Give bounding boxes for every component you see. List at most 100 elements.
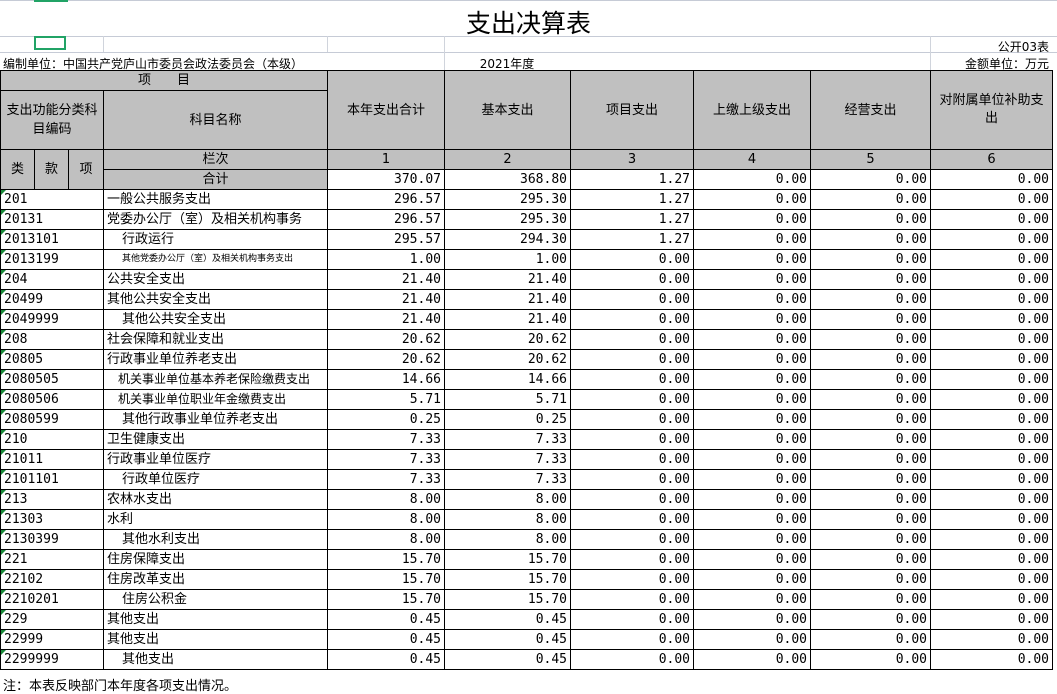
amount-cell[interactable]: 295.30 <box>444 189 571 210</box>
subject-code[interactable]: 20805 <box>0 349 104 370</box>
amount-cell[interactable]: 0.00 <box>570 489 694 510</box>
amount-cell[interactable]: 15.70 <box>327 589 445 610</box>
subject-name[interactable]: 机关事业单位基本养老保险缴费支出 <box>103 369 328 390</box>
amount-cell[interactable]: 0.00 <box>693 549 811 570</box>
amount-cell[interactable]: 0.00 <box>930 649 1053 670</box>
subject-name[interactable]: 农林水支出 <box>103 489 328 510</box>
amount-cell[interactable]: 0.00 <box>930 509 1053 530</box>
subject-name[interactable]: 其他公共安全支出 <box>103 289 328 310</box>
subject-code[interactable]: 21303 <box>0 509 104 530</box>
amount-cell[interactable]: 0.00 <box>693 309 811 330</box>
amount-cell[interactable]: 0.00 <box>810 609 931 630</box>
subject-code[interactable]: 221 <box>0 549 104 570</box>
amount-cell[interactable]: 0.00 <box>810 429 931 450</box>
amount-cell[interactable]: 0.00 <box>810 209 931 230</box>
amount-cell[interactable]: 7.33 <box>444 469 571 490</box>
total-value[interactable]: 1.27 <box>570 169 694 190</box>
total-value[interactable]: 370.07 <box>327 169 445 190</box>
subject-code[interactable]: 2080506 <box>0 389 104 410</box>
amount-cell[interactable]: 0.25 <box>444 409 571 430</box>
amount-cell[interactable]: 14.66 <box>327 369 445 390</box>
amount-cell[interactable]: 0.00 <box>693 469 811 490</box>
amount-cell[interactable]: 0.00 <box>930 429 1053 450</box>
total-value[interactable]: 0.00 <box>693 169 811 190</box>
amount-cell[interactable]: 0.00 <box>693 609 811 630</box>
amount-cell[interactable]: 0.00 <box>810 309 931 330</box>
amount-cell[interactable]: 0.00 <box>693 289 811 310</box>
amount-cell[interactable]: 0.00 <box>693 189 811 210</box>
subject-code[interactable]: 204 <box>0 269 104 290</box>
amount-cell[interactable]: 0.00 <box>570 329 694 350</box>
amount-cell[interactable]: 0.00 <box>693 509 811 530</box>
amount-cell[interactable]: 0.00 <box>810 629 931 650</box>
subject-code[interactable]: 22999 <box>0 629 104 650</box>
subject-name[interactable]: 社会保障和就业支出 <box>103 329 328 350</box>
amount-cell[interactable]: 0.00 <box>810 529 931 550</box>
amount-cell[interactable]: 15.70 <box>444 589 571 610</box>
amount-cell[interactable]: 21.40 <box>327 289 445 310</box>
amount-cell[interactable]: 0.00 <box>810 449 931 470</box>
amount-cell[interactable]: 21.40 <box>327 309 445 330</box>
amount-cell[interactable]: 0.00 <box>570 409 694 430</box>
amount-cell[interactable]: 7.33 <box>444 449 571 470</box>
subject-name[interactable]: 行政事业单位医疗 <box>103 449 328 470</box>
amount-cell[interactable]: 0.00 <box>810 509 931 530</box>
amount-cell[interactable]: 0.00 <box>930 349 1053 370</box>
subject-name[interactable]: 水利 <box>103 509 328 530</box>
amount-cell[interactable]: 0.00 <box>693 449 811 470</box>
subject-code[interactable]: 229 <box>0 609 104 630</box>
amount-cell[interactable]: 15.70 <box>327 569 445 590</box>
subject-name[interactable]: 公共安全支出 <box>103 269 328 290</box>
subject-code[interactable]: 2080505 <box>0 369 104 390</box>
amount-cell[interactable]: 0.00 <box>810 249 931 270</box>
amount-cell[interactable]: 0.00 <box>810 569 931 590</box>
amount-cell[interactable]: 0.00 <box>930 449 1053 470</box>
subject-code[interactable]: 21011 <box>0 449 104 470</box>
amount-cell[interactable]: 8.00 <box>444 489 571 510</box>
amount-cell[interactable]: 0.00 <box>693 269 811 290</box>
subject-name[interactable]: 机关事业单位职业年金缴费支出 <box>103 389 328 410</box>
amount-cell[interactable]: 0.00 <box>810 349 931 370</box>
subject-code[interactable]: 20499 <box>0 289 104 310</box>
amount-cell[interactable]: 0.00 <box>570 509 694 530</box>
amount-cell[interactable]: 15.70 <box>444 569 571 590</box>
amount-cell[interactable]: 0.00 <box>930 409 1053 430</box>
amount-cell[interactable]: 0.00 <box>693 329 811 350</box>
amount-cell[interactable]: 0.00 <box>930 609 1053 630</box>
amount-cell[interactable]: 7.33 <box>327 469 445 490</box>
amount-cell[interactable]: 0.00 <box>570 469 694 490</box>
subject-code[interactable]: 213 <box>0 489 104 510</box>
amount-cell[interactable]: 0.00 <box>693 589 811 610</box>
total-value[interactable]: 0.00 <box>810 169 931 190</box>
subject-name[interactable]: 其他支出 <box>103 609 328 630</box>
amount-cell[interactable]: 0.45 <box>327 649 445 670</box>
amount-cell[interactable]: 7.33 <box>327 449 445 470</box>
amount-cell[interactable]: 0.00 <box>570 609 694 630</box>
amount-cell[interactable]: 296.57 <box>327 189 445 210</box>
amount-cell[interactable]: 0.00 <box>810 489 931 510</box>
amount-cell[interactable]: 5.71 <box>327 389 445 410</box>
amount-cell[interactable]: 21.40 <box>444 269 571 290</box>
subject-code[interactable]: 2013199 <box>0 249 104 270</box>
amount-cell[interactable]: 0.00 <box>693 649 811 670</box>
amount-cell[interactable]: 1.00 <box>444 249 571 270</box>
amount-cell[interactable]: 20.62 <box>444 329 571 350</box>
amount-cell[interactable]: 0.00 <box>570 589 694 610</box>
amount-cell[interactable]: 0.00 <box>930 209 1053 230</box>
amount-cell[interactable]: 0.00 <box>810 229 931 250</box>
amount-cell[interactable]: 0.00 <box>693 229 811 250</box>
amount-cell[interactable]: 0.00 <box>810 389 931 410</box>
amount-cell[interactable]: 0.00 <box>693 529 811 550</box>
amount-cell[interactable]: 0.00 <box>693 209 811 230</box>
amount-cell[interactable]: 0.00 <box>930 289 1053 310</box>
amount-cell[interactable]: 0.00 <box>570 249 694 270</box>
amount-cell[interactable]: 7.33 <box>444 429 571 450</box>
subject-name[interactable]: 住房公积金 <box>103 589 328 610</box>
amount-cell[interactable]: 1.00 <box>327 249 445 270</box>
amount-cell[interactable]: 0.00 <box>930 489 1053 510</box>
amount-cell[interactable]: 0.00 <box>810 269 931 290</box>
amount-cell[interactable]: 0.00 <box>693 489 811 510</box>
amount-cell[interactable]: 5.71 <box>444 389 571 410</box>
amount-cell[interactable]: 0.00 <box>930 249 1053 270</box>
amount-cell[interactable]: 0.00 <box>930 309 1053 330</box>
